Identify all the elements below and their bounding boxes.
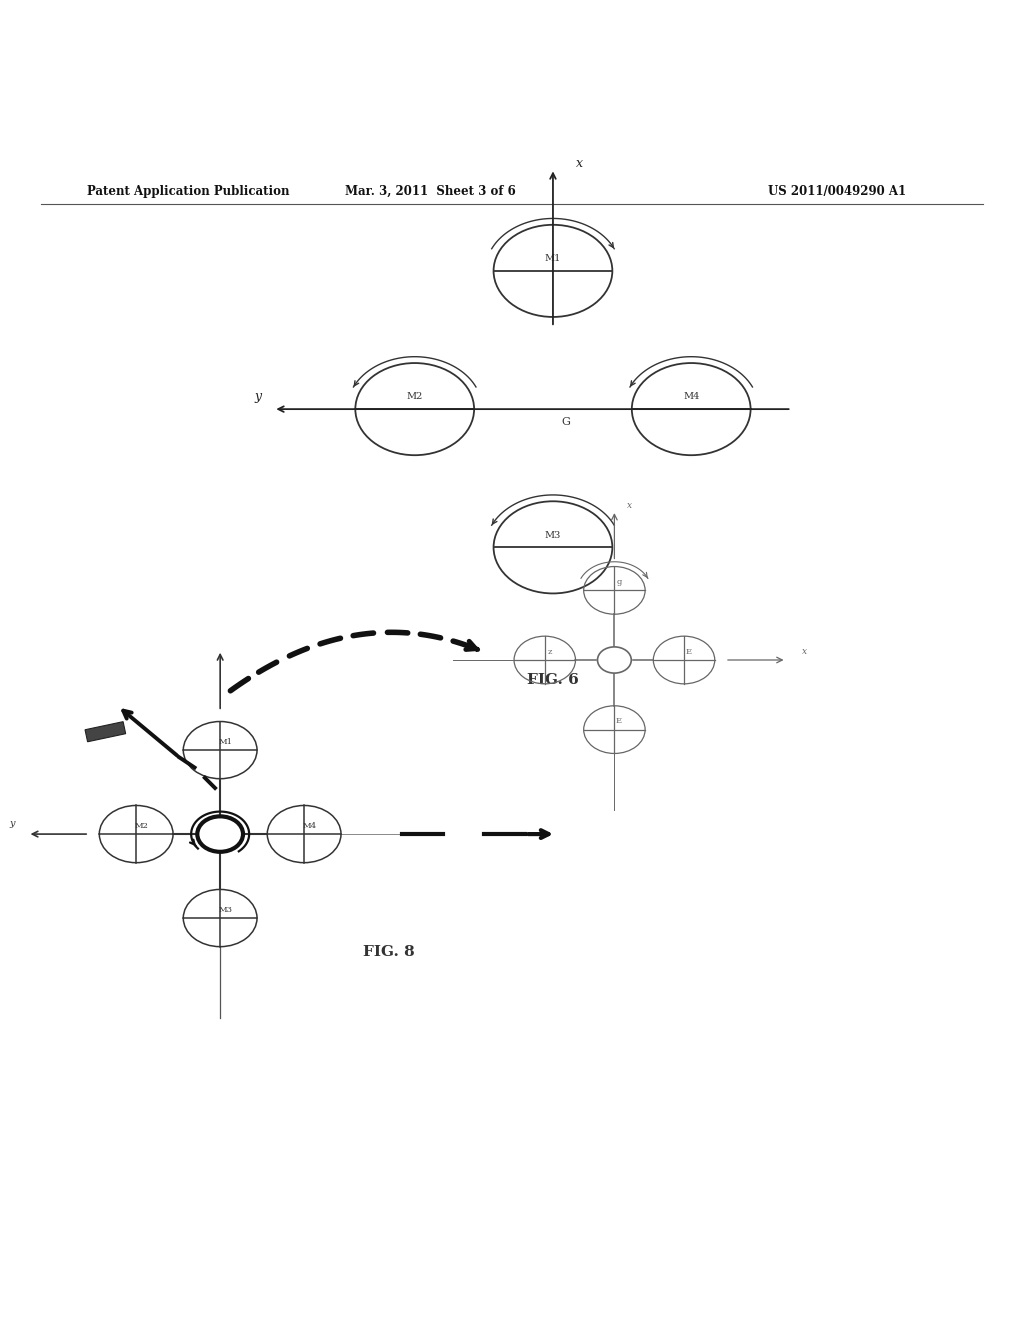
Text: x: x (575, 157, 583, 170)
Text: M2: M2 (135, 822, 148, 830)
Text: M3: M3 (545, 531, 561, 540)
Text: x: x (802, 647, 807, 656)
Text: Mar. 3, 2011  Sheet 3 of 6: Mar. 3, 2011 Sheet 3 of 6 (345, 185, 515, 198)
Text: M1: M1 (219, 738, 232, 746)
Text: G: G (561, 417, 570, 428)
Text: E: E (616, 718, 622, 726)
Text: M3: M3 (219, 906, 232, 913)
Text: z: z (547, 648, 552, 656)
Text: M4: M4 (683, 392, 699, 401)
Text: g: g (616, 578, 622, 586)
Text: x: x (627, 500, 632, 510)
Text: Patent Application Publication: Patent Application Publication (87, 185, 290, 198)
Bar (85, 722, 126, 742)
Text: y: y (255, 391, 261, 404)
Text: US 2011/0049290 A1: US 2011/0049290 A1 (768, 185, 906, 198)
Text: y: y (9, 820, 15, 829)
Text: FIG. 6: FIG. 6 (527, 673, 579, 688)
Text: M1: M1 (545, 253, 561, 263)
Text: FIG. 8: FIG. 8 (364, 945, 415, 958)
Text: M4: M4 (303, 822, 316, 830)
Text: M2: M2 (407, 392, 423, 401)
Text: E: E (686, 648, 691, 656)
